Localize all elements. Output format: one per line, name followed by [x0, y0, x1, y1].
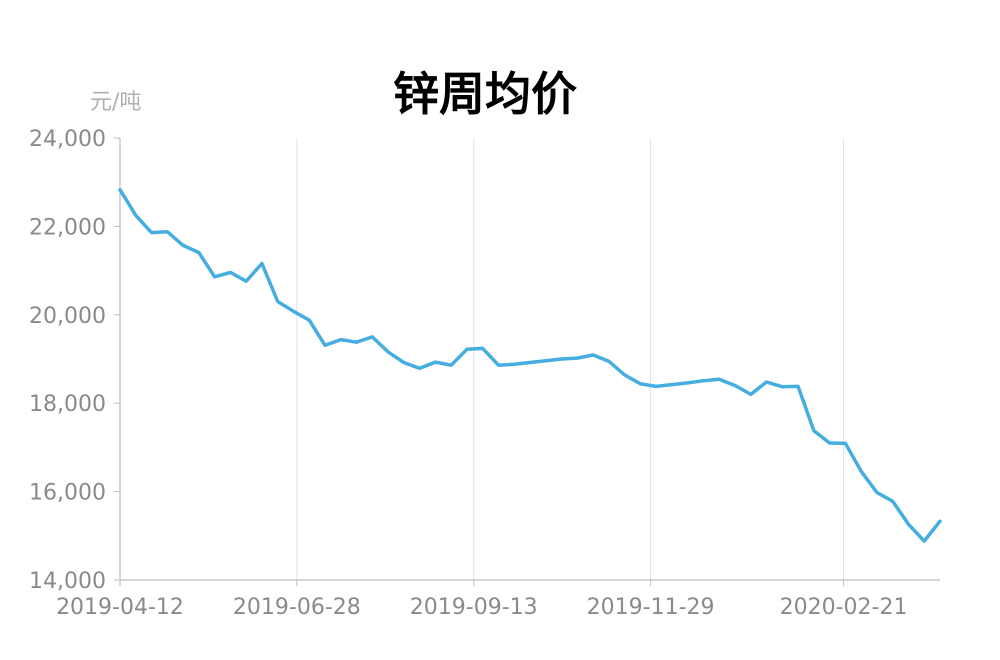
- x-tick-label: 2019-11-29: [587, 595, 715, 620]
- x-tick-label: 2019-06-28: [233, 595, 361, 620]
- y-tick-label: 22,000: [29, 215, 106, 240]
- y-axis-unit: 元/吨: [90, 90, 142, 115]
- x-tick-label: 2020-02-21: [780, 595, 908, 620]
- y-tick-label: 16,000: [29, 481, 106, 506]
- series-line: [118, 187, 942, 543]
- y-tick-label: 18,000: [29, 392, 106, 417]
- x-tick-label: 2019-09-13: [410, 595, 538, 620]
- y-tick-label: 14,000: [29, 569, 106, 594]
- chart-title: 锌周均价: [393, 67, 577, 121]
- x-tick-label: 2019-04-12: [56, 595, 184, 620]
- y-tick-label: 24,000: [29, 127, 106, 152]
- y-tick-label: 20,000: [29, 304, 106, 329]
